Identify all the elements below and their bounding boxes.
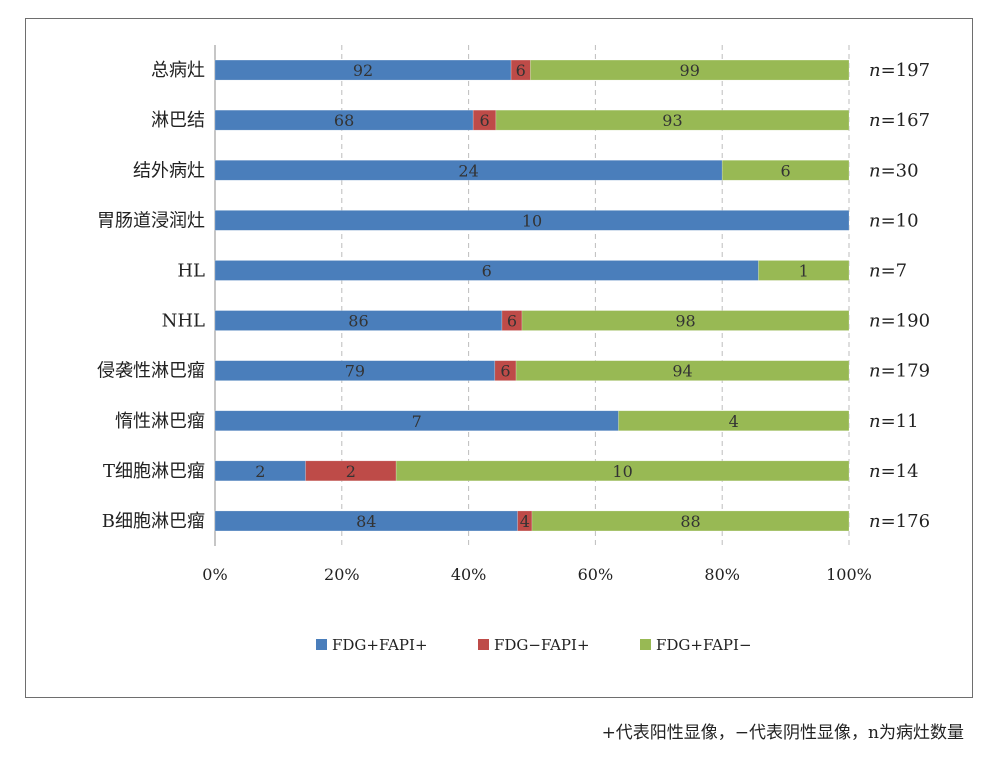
- legend-label: FDG+FAPI+: [332, 636, 428, 654]
- bar-segment: [214, 460, 306, 482]
- category-label: 结外病灶: [133, 160, 205, 181]
- x-tick-label: 60%: [578, 565, 614, 584]
- category-label: HL: [177, 260, 205, 281]
- x-tick-label: 80%: [704, 565, 740, 584]
- data-label: 10: [612, 462, 632, 481]
- bar-segment: [618, 410, 850, 432]
- data-label: 6: [482, 261, 492, 280]
- data-label: 10: [522, 211, 542, 230]
- data-label: 1: [799, 261, 809, 280]
- category-label: NHL: [162, 311, 205, 332]
- category-label: 总病灶: [151, 60, 205, 81]
- legend-swatch: [478, 639, 489, 650]
- bar-segment: [758, 260, 850, 281]
- n-label: n=11: [869, 411, 919, 432]
- x-tick-label: 100%: [826, 565, 872, 584]
- data-label: 88: [680, 512, 700, 531]
- legend-label: FDG−FAPI+: [494, 636, 590, 654]
- category-label: 胃肠道浸润灶: [97, 210, 205, 231]
- n-label: n=30: [869, 160, 919, 181]
- legend-swatch: [640, 639, 651, 650]
- data-label: 4: [729, 412, 739, 431]
- bar-segment: [721, 159, 850, 181]
- n-label: n=179: [869, 361, 930, 382]
- data-label: 99: [680, 61, 700, 80]
- bar-segment: [495, 109, 850, 131]
- data-label: 6: [507, 312, 517, 331]
- data-label: 6: [781, 161, 791, 180]
- data-label: 68: [334, 111, 354, 130]
- chart-frame: 0% 20% 40% 60% 80% 100% 92 6 99 总病灶 n=197 68 6 93 淋巴结 n…: [25, 18, 973, 698]
- n-label: n=190: [869, 311, 930, 332]
- data-label: 84: [356, 512, 376, 531]
- bar-segment: [530, 59, 850, 81]
- data-label: 94: [672, 362, 692, 381]
- data-label: 92: [353, 61, 373, 80]
- category-label: 淋巴结: [151, 110, 205, 131]
- bar-segment: [510, 59, 531, 81]
- x-tick-label: 40%: [451, 565, 487, 584]
- n-label: n=7: [869, 260, 907, 281]
- category-label: B细胞淋巴瘤: [102, 511, 205, 532]
- bar-segment: [521, 310, 850, 331]
- x-tick-label: 20%: [324, 565, 360, 584]
- legend-swatch: [316, 639, 327, 650]
- n-label: n=176: [869, 511, 930, 532]
- n-label: n=14: [869, 461, 919, 482]
- data-label: 2: [346, 462, 356, 481]
- bar-segment: [515, 360, 850, 381]
- bar-segment: [395, 460, 850, 482]
- bar-segment: [214, 210, 850, 231]
- category-label: T细胞淋巴瘤: [103, 461, 205, 482]
- footnote: +代表阳性显像，−代表阴性显像，n为病灶数量: [601, 723, 964, 743]
- data-label: 2: [255, 462, 265, 481]
- data-label: 86: [348, 312, 368, 331]
- data-label: 79: [345, 362, 365, 381]
- category-label: 侵袭性淋巴瘤: [97, 361, 205, 382]
- data-label: 4: [520, 512, 530, 531]
- data-label: 6: [479, 111, 489, 130]
- x-tick-label: 0%: [202, 565, 227, 584]
- n-label: n=10: [869, 210, 919, 231]
- n-label: n=197: [869, 60, 930, 81]
- legend-label: FDG+FAPI−: [656, 636, 752, 654]
- data-label: 7: [412, 412, 422, 431]
- data-label: 98: [675, 312, 695, 331]
- category-label: 惰性淋巴瘤: [115, 411, 205, 432]
- data-label: 6: [500, 362, 510, 381]
- data-label: 6: [516, 61, 526, 80]
- n-label: n=167: [869, 110, 930, 131]
- data-label: 93: [662, 111, 682, 130]
- bar-segment: [531, 510, 850, 532]
- data-label: 24: [458, 161, 478, 180]
